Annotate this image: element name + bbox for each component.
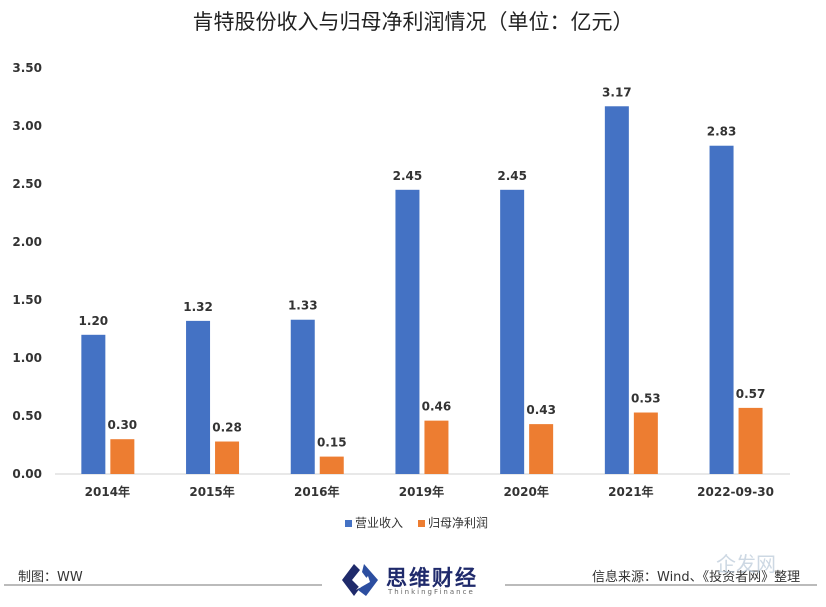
bar-revenue <box>395 189 420 475</box>
bar-net-profit <box>633 412 658 474</box>
source-credit: 信息来源：Wind、《投资者网》整理 <box>592 570 801 585</box>
bar-net-profit <box>319 456 344 474</box>
y-tick-label: 0.00 <box>12 467 42 481</box>
data-label: 0.30 <box>108 418 138 432</box>
y-tick-label: 0.50 <box>12 409 42 423</box>
data-label: 0.46 <box>422 400 452 414</box>
y-tick-label: 1.50 <box>12 293 42 307</box>
x-tick-label: 2020年 <box>503 484 548 499</box>
chart-title: 肯特股份收入与归母净利润情况（单位：亿元） <box>192 10 634 34</box>
x-tick-label: 2016年 <box>294 484 339 499</box>
data-label: 0.57 <box>736 387 766 401</box>
data-label: 2.45 <box>393 169 423 183</box>
data-label: 0.53 <box>631 392 661 406</box>
y-tick-label: 3.50 <box>12 61 42 75</box>
data-label: 1.32 <box>183 300 213 314</box>
y-tick-label: 3.00 <box>12 119 42 133</box>
data-label: 3.17 <box>602 85 632 99</box>
logo-icon <box>342 564 378 596</box>
bar-net-profit <box>215 441 240 474</box>
logo-subtext: ThinkingFinance <box>388 588 475 596</box>
data-label: 2.83 <box>707 125 737 139</box>
data-label: 2.45 <box>497 169 527 183</box>
data-label: 1.33 <box>288 299 318 313</box>
y-tick-label: 1.00 <box>12 351 42 365</box>
bar-revenue <box>290 319 315 474</box>
bar-net-profit <box>529 424 554 474</box>
logo: 思维财经 ThinkingFinance <box>340 560 500 604</box>
data-label: 0.43 <box>526 403 556 417</box>
footer-divider-left <box>4 584 322 586</box>
watermark: 企发网 <box>716 552 776 576</box>
x-tick-label: 2019年 <box>399 484 444 499</box>
x-tick-label: 2022-09-30 <box>697 485 774 499</box>
footer-divider-right <box>505 584 817 586</box>
legend-label: 营业收入 <box>355 516 403 530</box>
logo-text: 思维财经 <box>386 566 478 590</box>
x-tick-label: 2015年 <box>189 484 234 499</box>
bar-revenue <box>604 106 629 474</box>
y-tick-label: 2.00 <box>12 235 42 249</box>
data-label: 1.20 <box>79 314 109 328</box>
legend-swatch <box>345 520 352 527</box>
x-tick-label: 2021年 <box>608 484 653 499</box>
data-label: 0.15 <box>317 436 347 450</box>
bar-net-profit <box>424 420 449 474</box>
bar-revenue <box>81 334 106 474</box>
maker-credit: 制图：WW <box>18 570 83 585</box>
bar-revenue <box>500 189 525 475</box>
legend-label: 归母净利润 <box>428 516 488 530</box>
x-tick-label: 2014年 <box>85 484 130 499</box>
bar-revenue <box>186 320 211 474</box>
legend-swatch <box>418 520 425 527</box>
bar-net-profit <box>110 439 135 474</box>
bar-net-profit <box>738 407 763 474</box>
bar-revenue <box>709 145 734 474</box>
data-label: 0.28 <box>212 421 242 435</box>
y-tick-label: 2.50 <box>12 177 42 191</box>
